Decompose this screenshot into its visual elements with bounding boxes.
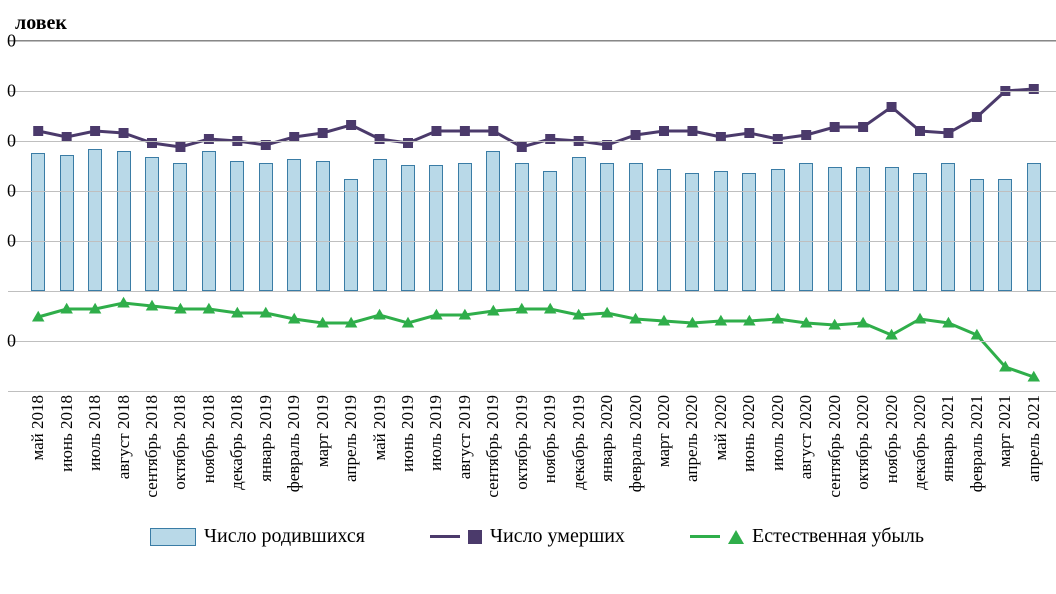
x-tick-label: февраль 2021 bbox=[967, 395, 987, 492]
x-tick-label: февраль 2019 bbox=[284, 395, 304, 492]
x-tick-label: март 2020 bbox=[654, 395, 674, 467]
x-tick-label: январь 2019 bbox=[256, 395, 276, 482]
x-tick-label: сентябрь 2019 bbox=[483, 395, 503, 498]
grid-line bbox=[8, 141, 1056, 142]
y-tick-label: 0 bbox=[6, 81, 16, 102]
bar bbox=[202, 151, 216, 291]
x-tick-label: сентябрь 2018 bbox=[142, 395, 162, 498]
bar bbox=[629, 163, 643, 291]
x-tick-label: октябрь 2019 bbox=[512, 395, 532, 490]
legend: Число родившихся Число умерших Естествен… bbox=[90, 525, 1056, 565]
x-tick-label: июнь 2018 bbox=[57, 395, 77, 472]
legend-item-births: Число родившихся bbox=[150, 525, 365, 548]
x-tick-label: сентябрь 2020 bbox=[825, 395, 845, 498]
bar bbox=[60, 155, 74, 291]
bar bbox=[856, 167, 870, 291]
bar bbox=[316, 161, 330, 291]
legend-marker-deaths bbox=[468, 530, 482, 544]
x-tick-label: август 2019 bbox=[455, 395, 475, 479]
y-tick-label: 0 bbox=[6, 231, 16, 252]
legend-line-decrease bbox=[690, 535, 720, 538]
legend-line-deaths bbox=[430, 535, 460, 538]
bar bbox=[998, 179, 1012, 291]
x-tick-label: июль 2018 bbox=[85, 395, 105, 471]
bar bbox=[885, 167, 899, 291]
x-tick-label: май 2020 bbox=[711, 395, 731, 461]
grid-line bbox=[8, 291, 1056, 292]
bar bbox=[401, 165, 415, 291]
x-tick-label: май 2019 bbox=[370, 395, 390, 461]
y-tick-label: 0 bbox=[6, 131, 16, 152]
bar bbox=[173, 163, 187, 291]
legend-label-births: Число родившихся bbox=[204, 525, 365, 548]
x-tick-label: август 2020 bbox=[796, 395, 816, 479]
bar bbox=[373, 159, 387, 291]
bar bbox=[657, 169, 671, 291]
bar bbox=[828, 167, 842, 291]
x-tick-label: ноябрь 2019 bbox=[540, 395, 560, 483]
bar bbox=[941, 163, 955, 291]
bar bbox=[458, 163, 472, 291]
bar bbox=[230, 161, 244, 291]
legend-swatch-bar bbox=[150, 528, 196, 546]
legend-marker-decrease bbox=[728, 530, 744, 544]
bar bbox=[600, 163, 614, 291]
bar bbox=[970, 179, 984, 291]
x-tick-label: апрель 2019 bbox=[341, 395, 361, 482]
bar bbox=[1027, 163, 1041, 291]
x-tick-label: июнь 2020 bbox=[739, 395, 759, 472]
bar bbox=[486, 151, 500, 291]
x-tick-label: ноябрь 2020 bbox=[882, 395, 902, 483]
grid-line bbox=[8, 191, 1056, 192]
bar bbox=[259, 163, 273, 291]
x-tick-label: июнь 2019 bbox=[398, 395, 418, 472]
bar bbox=[714, 171, 728, 291]
legend-item-decrease: Естественная убыль bbox=[690, 525, 924, 548]
legend-label-deaths: Число умерших bbox=[490, 525, 625, 548]
y-tick-label: 0 bbox=[6, 331, 16, 352]
bar bbox=[117, 151, 131, 291]
x-tick-label: октябрь 2018 bbox=[170, 395, 190, 490]
bar bbox=[543, 171, 557, 291]
bar bbox=[429, 165, 443, 291]
x-tick-label: январь 2020 bbox=[597, 395, 617, 482]
bar bbox=[572, 157, 586, 291]
bar bbox=[145, 157, 159, 291]
x-tick-label: февраль 2020 bbox=[626, 395, 646, 492]
bar bbox=[31, 153, 45, 291]
y-tick-label: 0 bbox=[6, 181, 16, 202]
x-tick-label: апрель 2020 bbox=[682, 395, 702, 482]
grid-line bbox=[8, 391, 1056, 392]
x-tick-label: август 2018 bbox=[114, 395, 134, 479]
bar bbox=[799, 163, 813, 291]
x-tick-label: декабрь 2019 bbox=[569, 395, 589, 490]
x-tick-label: июль 2019 bbox=[426, 395, 446, 471]
legend-label-decrease: Естественная убыль bbox=[752, 525, 924, 548]
x-tick-label: март 2019 bbox=[313, 395, 333, 467]
x-tick-label: декабрь 2020 bbox=[910, 395, 930, 490]
grid-line bbox=[8, 241, 1056, 242]
grid-line bbox=[8, 41, 1056, 42]
bar bbox=[771, 169, 785, 291]
bar bbox=[88, 149, 102, 291]
x-tick-label: ноябрь 2018 bbox=[199, 395, 219, 483]
x-tick-label: март 2021 bbox=[995, 395, 1015, 467]
bar bbox=[287, 159, 301, 291]
x-tick-label: июль 2020 bbox=[768, 395, 788, 471]
x-tick-label: январь 2021 bbox=[938, 395, 958, 482]
grid-line bbox=[8, 91, 1056, 92]
bar-layer bbox=[8, 41, 1056, 391]
y-axis-unit-label: ловек bbox=[15, 12, 67, 35]
x-tick-label: апрель 2021 bbox=[1024, 395, 1044, 482]
bar bbox=[515, 163, 529, 291]
legend-item-deaths: Число умерших bbox=[430, 525, 625, 548]
x-tick-label: октябрь 2020 bbox=[853, 395, 873, 490]
plot-area: 000000 bbox=[8, 40, 1056, 391]
bar bbox=[344, 179, 358, 291]
x-axis-labels: май 2018 июнь 2018 июль 2018 август 2018 сен… bbox=[8, 395, 1056, 525]
x-tick-label: декабрь 2018 bbox=[227, 395, 247, 490]
grid-line bbox=[8, 341, 1056, 342]
x-tick-label: май 2018 bbox=[28, 395, 48, 461]
y-tick-label: 0 bbox=[6, 31, 16, 52]
